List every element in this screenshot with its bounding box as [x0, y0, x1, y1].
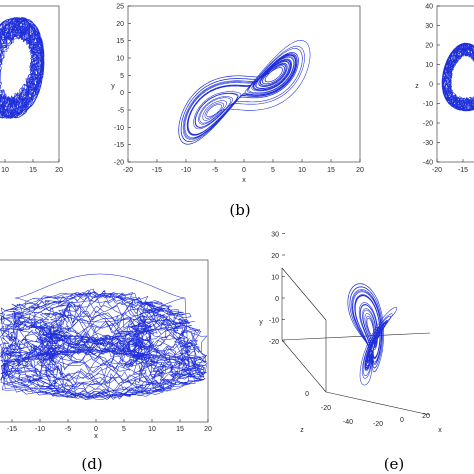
panel-d-series-line: [0, 273, 208, 401]
panel-d-x-tick-label: 10: [148, 426, 156, 433]
panel-b-x-tick-label: -15: [152, 167, 162, 174]
panel-b-y-tick-label: 20: [116, 21, 124, 28]
panel-e-x-tick-label: 0: [400, 417, 404, 424]
panel-b-y-tick-label: -20: [114, 160, 124, 167]
panel-b-x-tick-label: 10: [298, 167, 306, 174]
panel-e-z-ticks: 0 -20 -40: [305, 391, 353, 426]
panel-e-y-tick-label: 20: [271, 253, 279, 260]
panel-c-y-tick-label: -20: [423, 121, 433, 128]
panel-b-x-ticks: -20 -15 -10 -5 0 5 10 15 20: [123, 159, 364, 174]
panel-d-x-tick-label: 0: [94, 426, 98, 433]
panel-b-series-line: [178, 40, 311, 145]
panel-c-y-tick-label: -40: [423, 160, 433, 167]
panel-c-trace: [441, 42, 474, 112]
panel-e-axis-edge: [281, 267, 327, 321]
panel-c-x-tick-label: -15: [458, 167, 468, 174]
panel-b: -20 -15 -10 -5 0 5 10 15 20 -20 -15 -10 -5 0 5 10 15 20 2…: [111, 4, 364, 185]
panel-b-x-tick-label: -20: [123, 167, 133, 174]
panel-b-y-tick-label: -5: [118, 108, 124, 115]
panel-e-xlabel: x: [438, 427, 442, 434]
panel-e-trace: [347, 283, 398, 386]
panel-c-y-tick-label: -10: [423, 101, 433, 108]
panel-e-zlabel: z: [300, 427, 304, 434]
panel-c-y-tick-label: 20: [425, 43, 433, 50]
panel-b-x-tick-label: -5: [212, 167, 218, 174]
panel-c-y-ticks: -40 -30 -20 -10 0 10 20 30 40: [423, 4, 440, 167]
panel-e-z-tick-label: -20: [321, 405, 331, 412]
panel-d-x-tick-label: 20: [204, 426, 212, 433]
panel-1-x-tick-label: 10: [1, 167, 9, 174]
panel-b-ylabel: y: [111, 83, 115, 90]
panel-d: -15 -10 -5 0 5 10 15 20 x: [0, 259, 212, 440]
panel-c-y-tick-label: 30: [425, 23, 433, 30]
panel-e-x-tick-label: 20: [422, 413, 430, 420]
panel-c-y-tick-label: 0: [429, 82, 433, 89]
panel-e-x-tick-label: -20: [373, 421, 383, 428]
panel-1-x-tick-label: 20: [55, 167, 63, 174]
panel-d-x-tick-label: -10: [35, 426, 45, 433]
panel-e-z-tick-label: -40: [343, 419, 353, 426]
panel-e-y-tick-label: 0: [275, 296, 279, 303]
panel-e-series-line: [347, 283, 398, 386]
panel-d-xlabel: x: [94, 433, 98, 440]
panel-b-y-tick-label: 5: [120, 73, 124, 80]
panel-b-x-tick-label: -10: [181, 167, 191, 174]
panel-b-x-tick-label: 0: [242, 167, 246, 174]
panel-b-y-tick-label: 25: [116, 4, 124, 11]
panel-b-y-tick-label: 15: [116, 38, 124, 45]
panel-1: 10 15 20: [0, 5, 63, 174]
panel-b-xlabel: x: [242, 177, 246, 184]
panel-b-x-tick-label: 20: [356, 167, 364, 174]
panel-b-y-ticks: -20 -15 -10 -5 0 5 10 15 20 25: [114, 4, 131, 167]
panel-e-y-ticks: -20 -10 0 10 20 30: [269, 232, 285, 346]
caption-b: (b): [229, 201, 250, 219]
panel-c-series-line: [441, 42, 474, 112]
caption-d: (d): [81, 455, 102, 473]
panel-e-y-tick-label: 10: [271, 275, 279, 282]
panel-c-y-tick-label: -30: [423, 140, 433, 147]
panel-e-y-tick-label: -20: [269, 339, 279, 346]
panel-d-x-tick-label: -5: [65, 426, 71, 433]
panel-e-x-ticks: -20 0 20: [373, 413, 430, 428]
panel-e-ylabel: y: [259, 319, 263, 326]
panel-e-axes-box: [281, 267, 431, 416]
panel-b-y-tick-label: 10: [116, 56, 124, 63]
panel-b-y-tick-label: -15: [114, 142, 124, 149]
panel-e-axis-edge: [281, 332, 431, 341]
panel-c-frame: [436, 5, 474, 163]
panel-d-trace: [0, 273, 208, 401]
panel-1-x-ticks: 10 15 20: [1, 159, 63, 174]
panel-b-x-tick-label: 5: [271, 167, 275, 174]
panel-b-y-tick-label: -10: [114, 125, 124, 132]
panel-b-frame: [127, 5, 361, 163]
panel-e-y-tick-label: 30: [271, 232, 279, 239]
panel-c-y-tick-label: 10: [425, 62, 433, 69]
panel-d-x-tick-label: 15: [176, 426, 184, 433]
panel-1-trace: [0, 17, 45, 119]
panel-d-x-tick-label: 5: [122, 426, 126, 433]
panel-b-y-tick-label: 0: [120, 90, 124, 97]
panel-c-y-tick-label: 40: [425, 4, 433, 11]
panel-d-x-tick-label: -15: [7, 426, 17, 433]
panel-b-x-tick-label: 15: [327, 167, 335, 174]
panel-e-y-tick-label: -10: [269, 318, 279, 325]
panel-e: -20 -10 0 10 20 30 0 -20 -40 -20 0 20 y z x: [259, 232, 442, 435]
panel-1-series-line: [0, 17, 45, 119]
caption-e: (e): [384, 455, 405, 473]
panel-c-x-tick-label: -20: [432, 167, 442, 174]
panel-1-x-tick-label: 15: [29, 167, 37, 174]
panel-c: -20 -15 -40 -30 -20 -10 0 10 20 30 40 z: [415, 4, 474, 174]
panel-c-x-ticks: -20 -15: [432, 159, 468, 174]
panel-e-axis-edge: [325, 391, 431, 416]
panel-b-trace: [178, 40, 311, 145]
panel-d-x-ticks: -15 -10 -5 0 5 10 15 20: [7, 419, 212, 433]
panel-e-z-tick-label: 0: [305, 391, 309, 398]
panel-c-ylabel: z: [415, 83, 419, 90]
panel-e-axis-edge: [281, 339, 327, 393]
